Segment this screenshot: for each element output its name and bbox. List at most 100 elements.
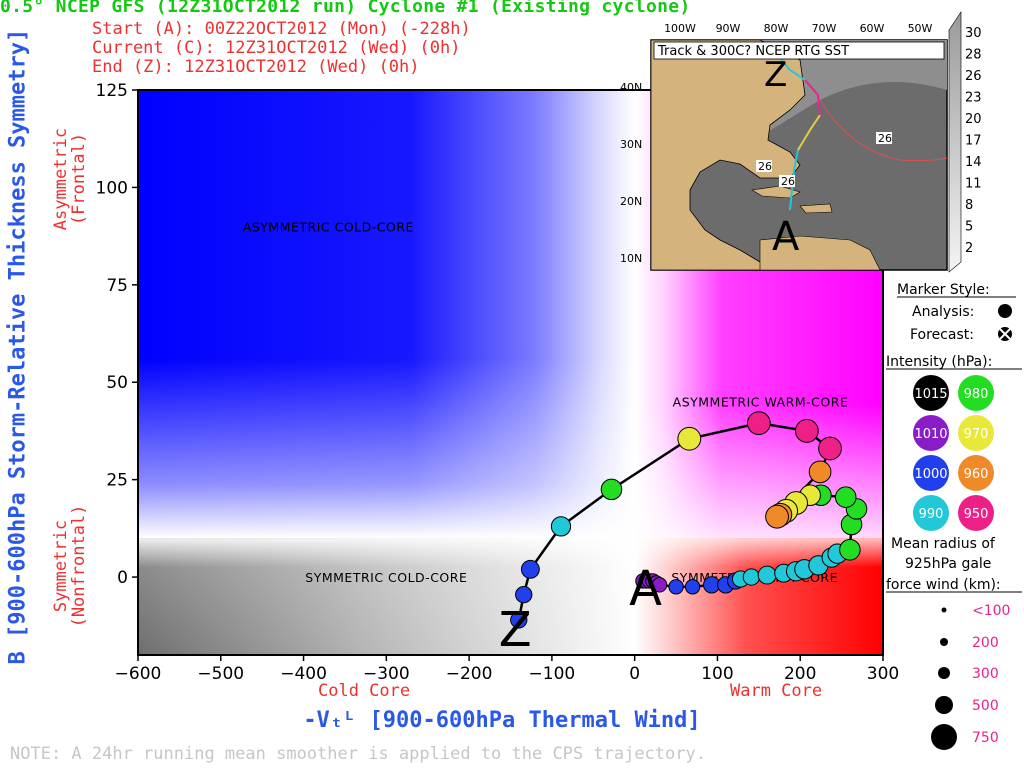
x-axis-label: -Vₜᴸ [900-600hPa Thermal Wind] bbox=[303, 708, 701, 733]
inset-lon-label: 100W bbox=[664, 22, 696, 35]
trajectory: AZ bbox=[499, 411, 868, 658]
colorbar-label: 5 bbox=[965, 220, 973, 235]
marker-style-title: Marker Style: bbox=[897, 282, 990, 298]
inset-lat-labels: 40N 30N 20N 10N bbox=[620, 81, 642, 265]
analysis-marker bbox=[998, 304, 1012, 318]
x-tick-label: −500 bbox=[197, 664, 244, 684]
colorbar-label: 23 bbox=[965, 91, 982, 106]
quadrant-label: ASYMMETRIC WARM-CORE bbox=[673, 395, 849, 410]
x-tick-label: −200 bbox=[446, 664, 493, 684]
intensity-swatch bbox=[958, 495, 994, 531]
radius-label: 300 bbox=[972, 666, 999, 682]
inset-lat-label: 40N bbox=[620, 81, 642, 94]
inset-map: Track & 300C? NCEP RTG SST 100W 90W 80W 70W… bbox=[620, 22, 948, 271]
radius-title-3: force wind (km): bbox=[886, 577, 1001, 593]
trajectory-point bbox=[515, 585, 533, 604]
x-tick-label: 200 bbox=[784, 664, 816, 684]
inset-sst-box-2 bbox=[756, 160, 772, 172]
trajectory-point bbox=[818, 436, 842, 461]
quadrant-label: SYMMETRIC COLD-CORE bbox=[305, 570, 467, 585]
inset-land bbox=[650, 39, 806, 271]
x-left-label: Cold Core bbox=[318, 681, 411, 701]
intensity-label: 950 bbox=[964, 507, 989, 522]
inset-cuba bbox=[751, 185, 801, 199]
quadrant-label: ASYMMETRIC COLD-CORE bbox=[243, 219, 414, 234]
trajectory-point bbox=[839, 539, 861, 561]
inset-track-yellow bbox=[797, 114, 821, 151]
intensity-title: Intensity (hPa): bbox=[886, 354, 992, 370]
x-tick-label: −100 bbox=[529, 664, 576, 684]
x-tick-label: 100 bbox=[701, 664, 733, 684]
inset-sst-box-1 bbox=[876, 132, 892, 144]
inset-lat-label: 30N bbox=[620, 138, 642, 151]
start-marker: A bbox=[629, 561, 662, 617]
radius-swatch bbox=[940, 638, 948, 646]
trajectory-point bbox=[510, 611, 528, 629]
inset-title: Track & 300C? NCEP RTG SST bbox=[657, 44, 849, 59]
colorbar-label: 2 bbox=[965, 241, 973, 256]
y-tick-label: 125 bbox=[96, 81, 128, 101]
radius-title-1: Mean radius of bbox=[891, 536, 996, 552]
x-tick-label: −300 bbox=[363, 664, 410, 684]
inset-track-magenta bbox=[804, 79, 821, 116]
intensity-label: 990 bbox=[919, 507, 944, 522]
inset-sst-label-1: 26 bbox=[878, 132, 892, 145]
trajectory-point bbox=[677, 426, 702, 451]
current-time-line: Current (C): 12Z31OCT2012 (Wed) (0h) bbox=[92, 38, 461, 58]
inset-south-america bbox=[759, 235, 881, 271]
y-tick-label: 25 bbox=[106, 471, 128, 491]
end-time-line: End (Z): 12Z31OCT2012 (Wed) (0h) bbox=[92, 57, 420, 77]
intensity-label: 970 bbox=[964, 427, 989, 442]
inset-lon-label: 70W bbox=[812, 22, 837, 35]
x-tick-label: 0 bbox=[629, 664, 640, 684]
x-tick-label: −400 bbox=[280, 664, 327, 684]
radius-label: 500 bbox=[972, 698, 999, 714]
intensity-swatch bbox=[913, 375, 949, 411]
start-time-line: Start (A): 00Z22OCT2012 (Mon) (-228h) bbox=[92, 19, 471, 39]
smoother-note: NOTE: A 24hr running mean smoother is ap… bbox=[10, 744, 706, 764]
intensity-label: 1000 bbox=[914, 467, 947, 482]
inset-sst-contour bbox=[819, 99, 948, 162]
inset-lon-label: 80W bbox=[764, 22, 789, 35]
radius-label: <100 bbox=[972, 603, 1010, 619]
radius-title-2: 925hPa gale bbox=[905, 556, 991, 572]
intensity-legend: 1015 980 1010 970 1000 960 990 950 bbox=[913, 375, 994, 531]
intensity-swatch bbox=[913, 455, 949, 491]
trajectory-point bbox=[651, 577, 668, 593]
intensity-swatch bbox=[913, 495, 949, 531]
trajectory-point bbox=[600, 478, 623, 501]
analysis-label: Analysis: bbox=[912, 304, 974, 320]
inset-lat-label: 20N bbox=[620, 195, 642, 208]
colorbar-label: 20 bbox=[965, 112, 982, 127]
trajectory-point bbox=[794, 419, 819, 443]
inset-lat-label: 10N bbox=[620, 252, 642, 265]
intensity-swatch bbox=[958, 455, 994, 491]
colorbar-label: 11 bbox=[965, 177, 982, 192]
x-right-label: Warm Core bbox=[730, 681, 823, 701]
inset-lon-label: 60W bbox=[860, 22, 885, 35]
y-tick-label: 75 bbox=[106, 276, 128, 296]
trajectory-point bbox=[765, 504, 789, 529]
inset-title-box bbox=[653, 41, 945, 60]
sst-colorbar: 30 28 26 23 20 17 14 11 8 5 2 bbox=[948, 11, 982, 273]
radius-swatch bbox=[931, 724, 957, 750]
intensity-label: 1015 bbox=[914, 387, 947, 402]
inset-sst-box-3 bbox=[779, 175, 795, 187]
trajectory-point bbox=[742, 568, 761, 586]
intensity-swatch bbox=[913, 415, 949, 451]
inset-lon-label: 50W bbox=[908, 22, 933, 35]
plot-frame bbox=[137, 89, 884, 656]
colorbar-label: 28 bbox=[965, 48, 982, 63]
trajectory-point bbox=[757, 565, 777, 585]
colorbar-labels: 30 28 26 23 20 17 14 11 8 5 2 bbox=[965, 26, 982, 256]
inset-lon-labels: 100W 90W 80W 70W 60W 50W bbox=[664, 22, 932, 35]
trajectory-point bbox=[668, 579, 684, 595]
inset-hispaniola bbox=[799, 203, 833, 214]
x-tick-label: 300 bbox=[867, 664, 899, 684]
y-tick-label: 0 bbox=[117, 568, 128, 588]
inset-lon-label: 90W bbox=[716, 22, 741, 35]
inset-end-marker: Z bbox=[764, 55, 787, 95]
plot-axes: −600 −500 −400 −300 −200 −100 0 100 200 300 0 25 50 7… bbox=[96, 81, 900, 684]
trajectory-point bbox=[746, 411, 771, 436]
